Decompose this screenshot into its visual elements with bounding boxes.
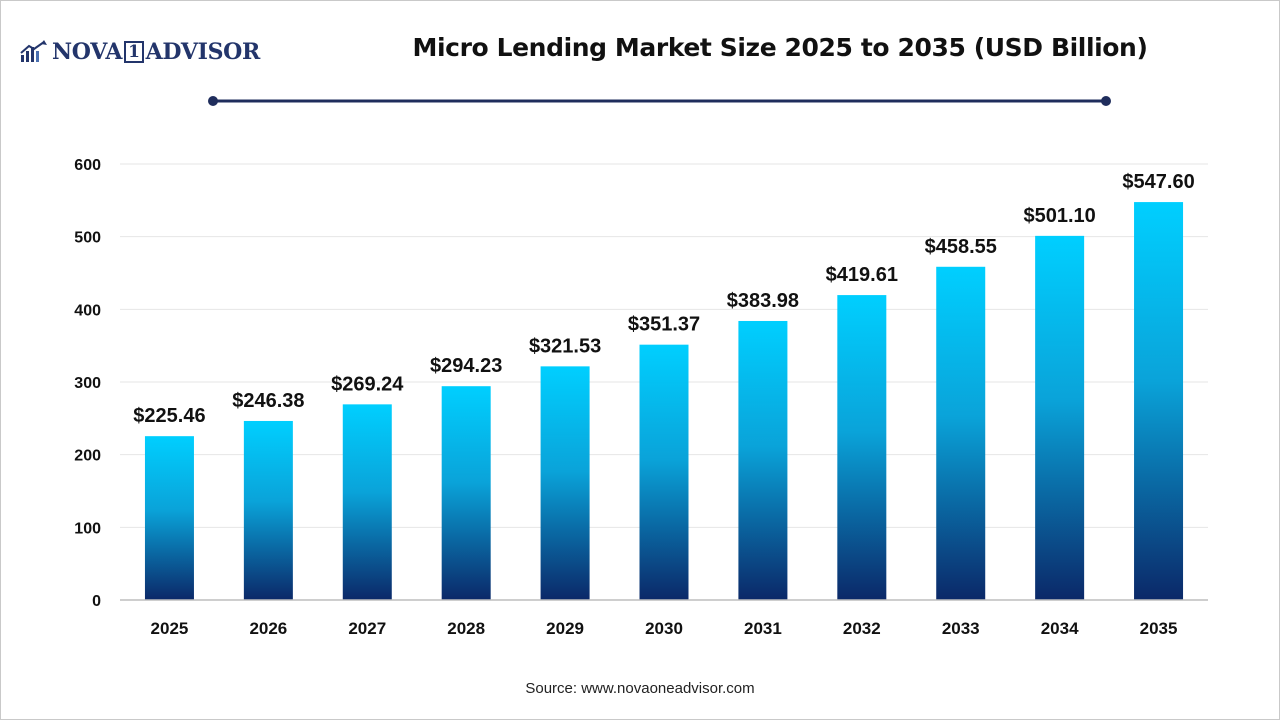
x-tick-label-2032: 2032	[843, 619, 881, 638]
y-tick-label-200: 200	[74, 448, 101, 465]
bar-value-label-2030: $351.37	[628, 314, 700, 336]
title-underline-decoration	[208, 96, 1111, 106]
x-tick-label-2029: 2029	[546, 619, 584, 638]
bar-2034	[1035, 235, 1085, 600]
x-tick-label-2025: 2025	[151, 619, 189, 638]
bar-value-label-2034: $501.10	[1023, 205, 1095, 227]
bar-value-label-2029: $321.53	[529, 335, 601, 357]
y-tick-label-400: 400	[74, 302, 101, 319]
logo-number-box: 1	[124, 41, 144, 63]
x-tick-label-2034: 2034	[1041, 619, 1079, 638]
bar-2027	[342, 404, 392, 600]
bar-graph-logo-icon	[20, 40, 47, 62]
chart-title: Micro Lending Market Size 2025 to 2035 (…	[412, 33, 1148, 62]
bar-value-label-2035: $547.60	[1122, 171, 1194, 193]
y-tick-label-300: 300	[74, 375, 101, 392]
bar-2025	[144, 436, 194, 600]
bar-value-labels: $225.46 $246.38 $269.24 $294.23 $321.53 $351.…	[133, 171, 1194, 427]
y-tick-label-600: 600	[74, 157, 101, 174]
bar-2033	[936, 266, 986, 600]
logo-wordmark: NOVA 1 ADVISOR	[52, 39, 260, 65]
bar-value-label-2033: $458.55	[925, 236, 997, 258]
bar-value-label-2028: $294.23	[430, 355, 502, 377]
bar-value-label-2026: $246.38	[232, 390, 304, 412]
bars	[144, 202, 1184, 600]
bar-2030	[639, 344, 689, 600]
x-tick-label-2031: 2031	[744, 619, 782, 638]
nova-advisor-logo: NOVA 1 ADVISOR	[20, 38, 260, 66]
bar-2028	[441, 386, 491, 600]
x-tick-label-2030: 2030	[645, 619, 683, 638]
y-axis-tick-labels: 0 100 200 300 400 500 600	[74, 157, 101, 610]
y-tick-label-100: 100	[74, 520, 101, 537]
x-axis-tick-labels: 2025 2026 2027 2028 2029 2030 2031 2032 2033 2034…	[151, 619, 1178, 638]
bar-value-label-2032: $419.61	[826, 264, 898, 286]
source-note: Source: www.novaoneadvisor.com	[525, 680, 755, 697]
x-tick-label-2033: 2033	[942, 619, 980, 638]
bar-2032	[837, 295, 887, 600]
y-tick-label-0: 0	[92, 593, 101, 610]
bar-value-label-2027: $269.24	[331, 373, 404, 395]
bar-value-label-2025: $225.46	[133, 405, 205, 427]
x-tick-label-2026: 2026	[249, 619, 287, 638]
x-tick-label-2027: 2027	[348, 619, 386, 638]
logo-right-text: ADVISOR	[145, 39, 261, 65]
y-tick-label-500: 500	[74, 230, 101, 247]
bar-2031	[738, 320, 788, 600]
bar-2029	[540, 366, 590, 600]
x-tick-label-2035: 2035	[1140, 619, 1178, 638]
logo-left-text: NOVA	[52, 39, 123, 65]
bar-value-label-2031: $383.98	[727, 290, 799, 312]
bar-2026	[243, 420, 293, 600]
x-tick-label-2028: 2028	[447, 619, 485, 638]
bar-2035	[1134, 202, 1184, 600]
